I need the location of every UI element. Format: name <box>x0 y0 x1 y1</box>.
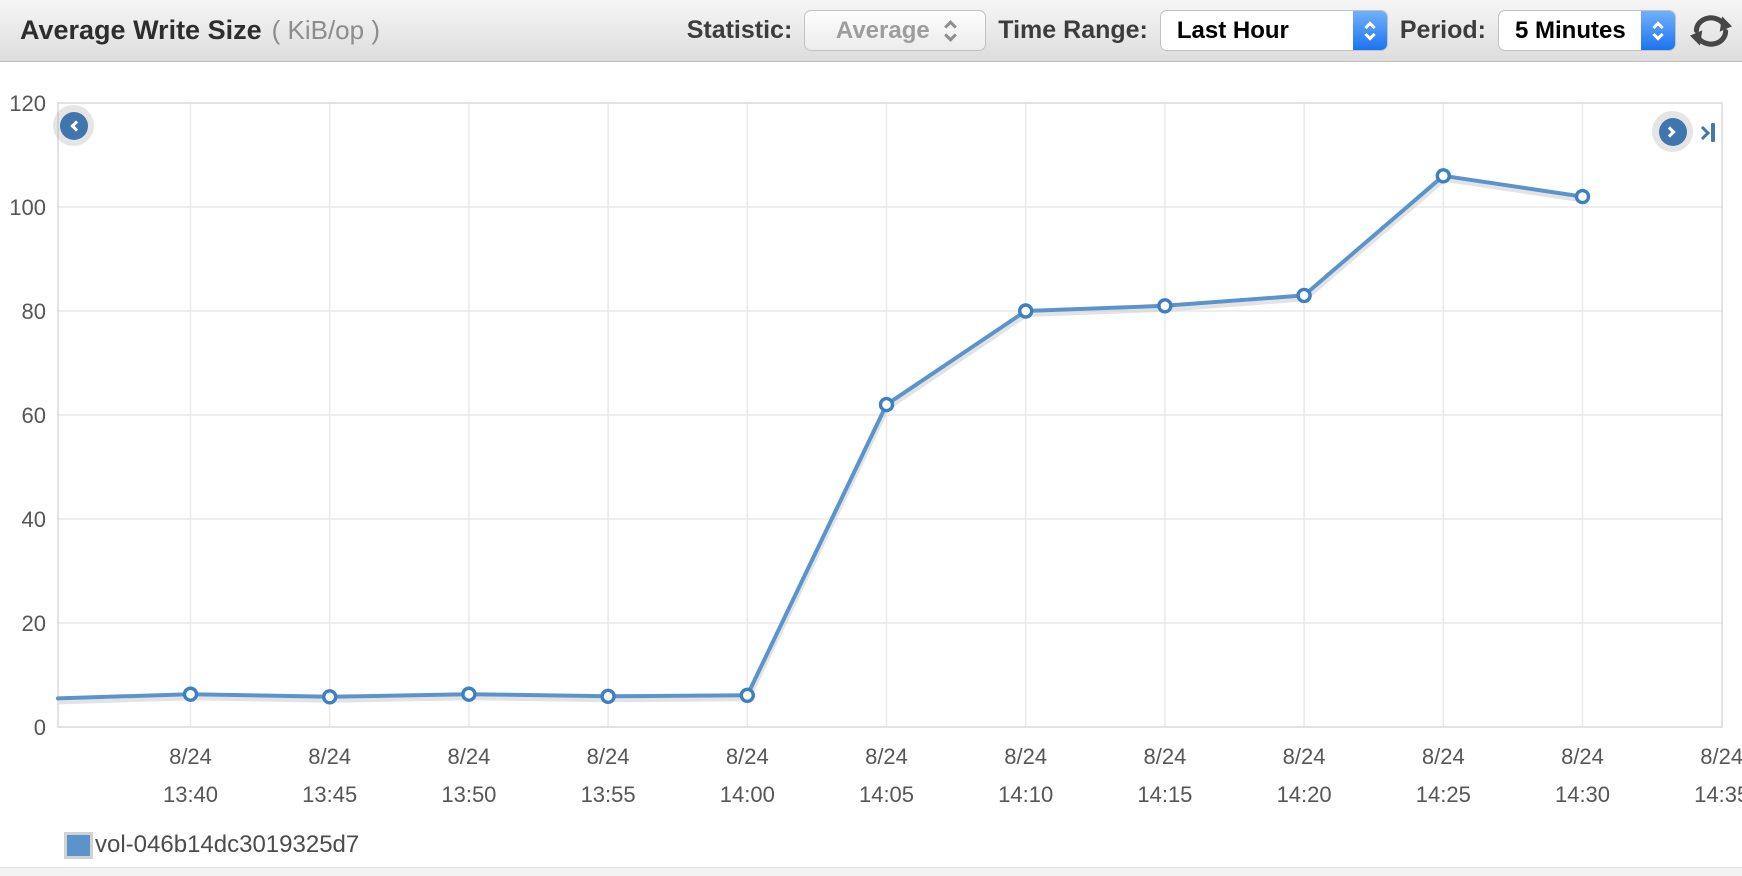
data-point-marker[interactable] <box>182 686 199 702</box>
page-title: Average Write Size <box>20 15 262 45</box>
time-range-label: Time Range: <box>998 16 1148 44</box>
statistic-label: Statistic: <box>686 16 793 44</box>
chevron-updown-icon <box>943 19 957 42</box>
legend: vol-046b14dc3019325d7 <box>64 831 359 859</box>
y-tick-label: 40 <box>22 507 46 532</box>
title-group: Average Write Size ( KiB/op ) <box>20 15 380 46</box>
chevron-left-circle-icon <box>59 111 88 140</box>
chevron-right-circle-icon <box>1658 117 1687 146</box>
x-tick-date-label: 8/24 <box>1422 744 1465 769</box>
x-tick-time-label: 13:45 <box>302 782 357 807</box>
y-tick-label: 100 <box>9 195 46 220</box>
chart-area: 0 20 40 60 80 100 120 8/24 13:40 8/24 13:45 8/24 13:… <box>0 62 1742 876</box>
data-point-marker[interactable] <box>1435 168 1452 184</box>
period-select[interactable]: 5 Minutes <box>1498 10 1676 51</box>
x-tick-date-label: 8/24 <box>726 744 769 769</box>
x-tick-date-label: 8/24 <box>1700 744 1742 769</box>
data-point-marker[interactable] <box>1157 298 1173 314</box>
data-point-marker[interactable] <box>461 686 477 702</box>
data-point-marker[interactable] <box>1017 303 1034 319</box>
y-tick-label: 60 <box>22 403 46 428</box>
x-tick-time-label: 14:30 <box>1555 782 1610 807</box>
bottom-edge <box>0 867 1742 876</box>
statistic-value: Average <box>835 16 930 44</box>
data-point-marker[interactable] <box>322 689 338 705</box>
x-tick-date-label: 8/24 <box>447 744 490 769</box>
y-tick-label: 120 <box>9 91 46 116</box>
x-tick-time-label: 14:05 <box>859 782 914 807</box>
time-range-value: Last Hour <box>1176 16 1289 44</box>
refresh-icon[interactable] <box>1690 12 1732 50</box>
x-tick-date-label: 8/24 <box>865 744 908 769</box>
header-controls: Statistic: Average Time Range: Last Hour… <box>687 10 1732 51</box>
x-tick-date-label: 8/24 <box>1283 744 1326 769</box>
time-range-select[interactable]: Last Hour <box>1159 10 1388 51</box>
x-tick-time-label: 14:10 <box>998 782 1053 807</box>
y-tick-label: 20 <box>22 611 46 636</box>
x-tick-time-label: 13:50 <box>441 782 496 807</box>
legend-swatch <box>64 831 93 859</box>
x-tick-date-label: 8/24 <box>1004 744 1047 769</box>
chevron-updown-icon <box>1352 11 1387 50</box>
x-tick-time-label: 14:25 <box>1416 782 1471 807</box>
widget-header: Average Write Size ( KiB/op ) Statistic:… <box>0 0 1742 62</box>
x-tick-time-label: 14:35 <box>1694 782 1742 807</box>
x-tick-date-label: 8/24 <box>169 744 212 769</box>
chevron-updown-icon <box>1641 11 1675 50</box>
series-line-shadow <box>58 177 1584 705</box>
x-tick-date-label: 8/24 <box>1143 744 1186 769</box>
data-point-marker[interactable] <box>739 687 755 703</box>
x-tick-time-label: 14:00 <box>720 782 775 807</box>
x-tick-date-label: 8/24 <box>308 744 351 769</box>
x-tick-time-label: 13:40 <box>163 782 218 807</box>
skip-to-end-bar-icon <box>1711 123 1715 142</box>
line-chart: 0 20 40 60 80 100 120 8/24 13:40 8/24 13:45 8/24 13:… <box>9 91 1742 807</box>
scroll-right-button[interactable] <box>1652 111 1693 152</box>
data-point-marker[interactable] <box>600 688 616 705</box>
period-value: 5 Minutes <box>1515 16 1626 44</box>
skip-to-end-button[interactable] <box>1695 123 1715 142</box>
statistic-select: Average <box>804 10 987 51</box>
metric-unit: ( KiB/op ) <box>271 15 380 45</box>
data-point-marker[interactable] <box>1296 287 1312 304</box>
x-tick-date-label: 8/24 <box>1561 744 1604 769</box>
x-tick-time-label: 14:20 <box>1277 782 1332 807</box>
y-tick-label: 0 <box>34 715 46 740</box>
period-label: Period: <box>1399 16 1486 44</box>
y-tick-label: 80 <box>22 299 46 324</box>
x-tick-time-label: 13:55 <box>581 782 636 807</box>
legend-series-name: vol-046b14dc3019325d7 <box>95 831 360 858</box>
plot-border <box>57 102 1723 728</box>
data-point-marker[interactable] <box>1574 188 1591 205</box>
series-line <box>56 173 1585 701</box>
skip-to-end-icon <box>1695 125 1711 140</box>
data-point-marker[interactable] <box>878 396 895 413</box>
x-tick-date-label: 8/24 <box>587 744 630 769</box>
x-tick-time-label: 14:15 <box>1137 782 1192 807</box>
scroll-left-button[interactable] <box>53 105 94 146</box>
